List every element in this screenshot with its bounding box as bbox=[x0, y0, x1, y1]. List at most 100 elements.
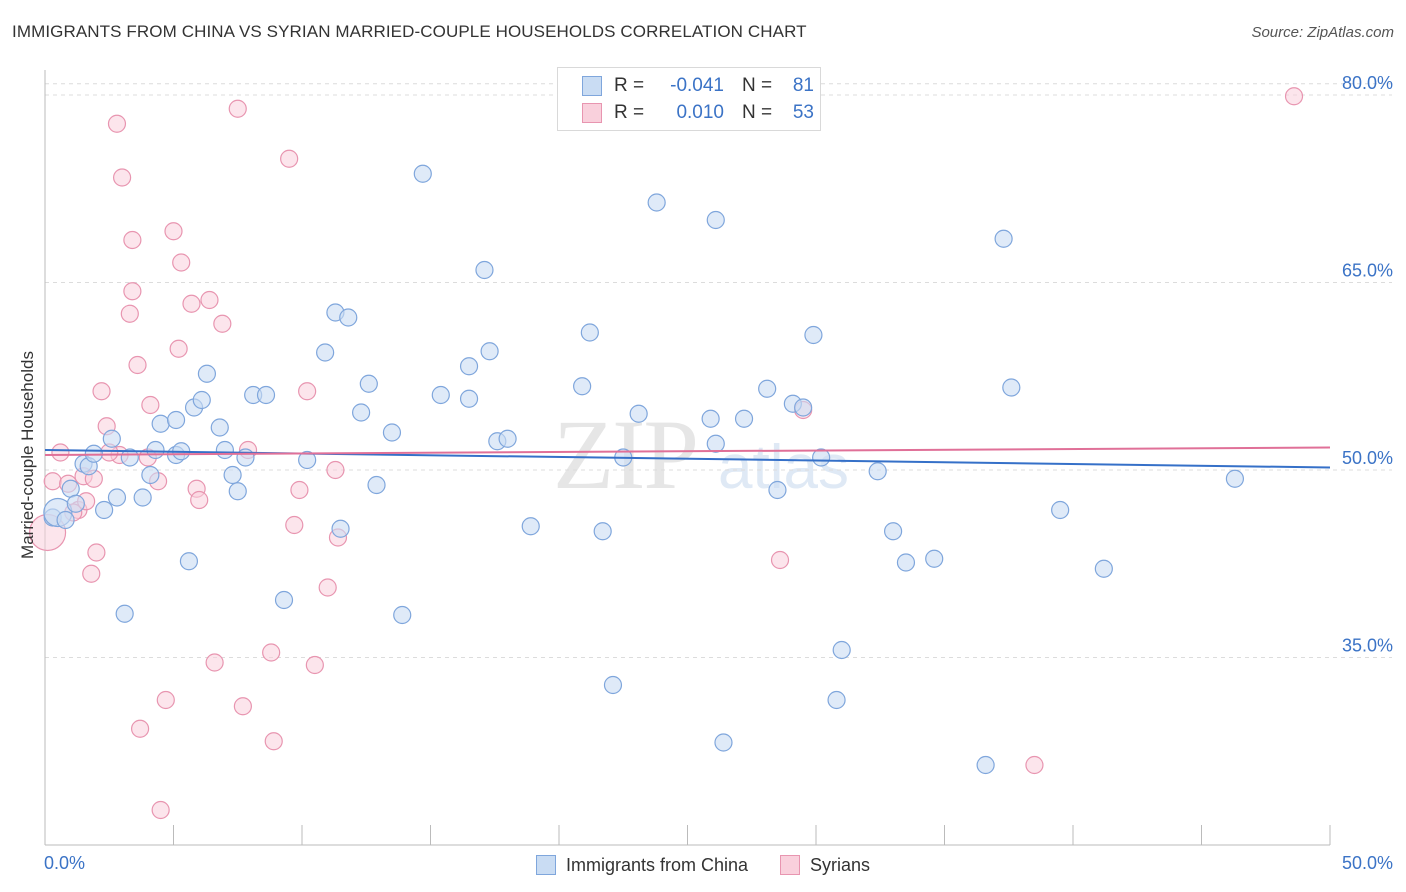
n-value: 81 bbox=[792, 75, 814, 96]
point-syrians bbox=[82, 564, 101, 583]
swatch-china bbox=[582, 76, 602, 96]
point-china bbox=[146, 440, 165, 460]
point-china bbox=[115, 604, 134, 623]
point-china bbox=[706, 434, 725, 453]
grid-lines bbox=[45, 83, 1392, 658]
point-china bbox=[95, 500, 114, 520]
series-legend: Immigrants from China Syrians bbox=[0, 852, 1406, 878]
point-china bbox=[298, 450, 317, 470]
point-syrians bbox=[305, 655, 324, 675]
trend-line-syrians bbox=[44, 446, 1331, 456]
point-china bbox=[107, 488, 127, 507]
legend-label-china: Immigrants from China bbox=[565, 854, 749, 875]
point-china bbox=[166, 410, 186, 430]
point-china bbox=[274, 590, 294, 610]
point-china bbox=[331, 519, 350, 538]
point-china bbox=[413, 164, 432, 183]
point-syrians bbox=[141, 395, 160, 415]
r-label: R = bbox=[614, 75, 645, 96]
point-china bbox=[758, 379, 777, 398]
r-value: -0.041 bbox=[670, 75, 724, 96]
point-china bbox=[382, 423, 402, 442]
stats-legend: R = -0.041 N = 81 R = 0.010 N = 53 bbox=[557, 67, 821, 131]
point-syrians bbox=[156, 690, 175, 710]
point-china bbox=[475, 260, 494, 280]
point-syrians bbox=[264, 732, 283, 751]
point-china bbox=[215, 440, 234, 460]
x-tick-label: 50.0% bbox=[1342, 853, 1393, 873]
point-china bbox=[701, 409, 720, 428]
y-tick-label: 80.0% bbox=[1342, 73, 1393, 93]
point-china bbox=[593, 522, 612, 541]
point-china bbox=[197, 364, 217, 383]
point-syrians bbox=[151, 800, 170, 820]
point-syrians bbox=[326, 460, 345, 480]
point-china bbox=[1225, 469, 1245, 488]
point-china bbox=[896, 553, 916, 572]
point-china bbox=[223, 465, 242, 485]
point-china bbox=[794, 398, 813, 417]
y-axis-label: Married-couple Households bbox=[18, 351, 37, 559]
point-china bbox=[706, 210, 725, 230]
point-china bbox=[734, 409, 754, 428]
point-china bbox=[883, 522, 903, 541]
point-syrians bbox=[169, 339, 188, 358]
point-china bbox=[393, 605, 412, 625]
point-syrians bbox=[182, 294, 201, 313]
point-china bbox=[141, 465, 160, 485]
point-china bbox=[480, 342, 499, 361]
point-china bbox=[629, 404, 648, 423]
point-china bbox=[133, 488, 152, 507]
legend-swatch-syrians bbox=[780, 855, 801, 875]
point-syrians bbox=[285, 515, 304, 535]
point-china bbox=[868, 462, 887, 481]
point-syrians bbox=[233, 697, 252, 716]
point-china bbox=[56, 510, 75, 530]
point-syrians bbox=[1284, 87, 1304, 106]
point-syrians bbox=[87, 543, 106, 562]
point-china bbox=[521, 517, 540, 536]
point-china bbox=[256, 385, 276, 405]
point-syrians bbox=[200, 290, 219, 310]
source-label: Source: ZipAtlas.com bbox=[1251, 24, 1394, 41]
point-china bbox=[367, 475, 386, 495]
point-china bbox=[1051, 500, 1070, 520]
point-syrians bbox=[43, 472, 62, 491]
point-china bbox=[179, 552, 199, 571]
point-syrians bbox=[228, 99, 247, 118]
point-syrians bbox=[123, 282, 142, 301]
x-tick-label: 0.0% bbox=[44, 853, 85, 873]
point-china bbox=[120, 448, 139, 467]
point-china bbox=[573, 377, 592, 396]
axes bbox=[44, 70, 1331, 846]
point-china bbox=[316, 343, 335, 362]
point-syrians bbox=[280, 149, 299, 168]
point-china bbox=[580, 323, 599, 342]
point-syrians bbox=[290, 480, 309, 500]
point-china bbox=[1002, 378, 1021, 397]
point-china bbox=[1094, 559, 1113, 578]
point-china bbox=[102, 429, 121, 448]
y-tick-label: 65.0% bbox=[1342, 261, 1393, 281]
y-tick-label: 50.0% bbox=[1342, 448, 1393, 468]
swatch-syrians bbox=[582, 103, 602, 123]
point-syrians bbox=[107, 114, 127, 133]
point-china bbox=[647, 193, 666, 212]
chart-title: IMMIGRANTS FROM CHINA VS SYRIAN MARRIED-… bbox=[12, 22, 807, 41]
point-china bbox=[498, 429, 517, 448]
n-value: 53 bbox=[792, 102, 814, 123]
point-china bbox=[431, 385, 450, 405]
n-label: N = bbox=[742, 102, 773, 123]
point-syrians bbox=[262, 643, 281, 662]
point-china bbox=[994, 229, 1013, 248]
point-syrians bbox=[213, 314, 232, 333]
point-china bbox=[459, 357, 479, 376]
point-china bbox=[827, 690, 846, 710]
point-syrians bbox=[120, 304, 139, 323]
legend-item-syrians[interactable]: Syrians bbox=[780, 855, 870, 876]
legend-item-china[interactable]: Immigrants from China bbox=[535, 854, 749, 876]
point-syrians bbox=[205, 653, 224, 672]
tick-labels: 35.0% 50.0% 65.0% 80.0% 0.0% 50.0% bbox=[44, 73, 1393, 873]
point-china bbox=[66, 494, 85, 513]
point-china bbox=[925, 549, 944, 568]
